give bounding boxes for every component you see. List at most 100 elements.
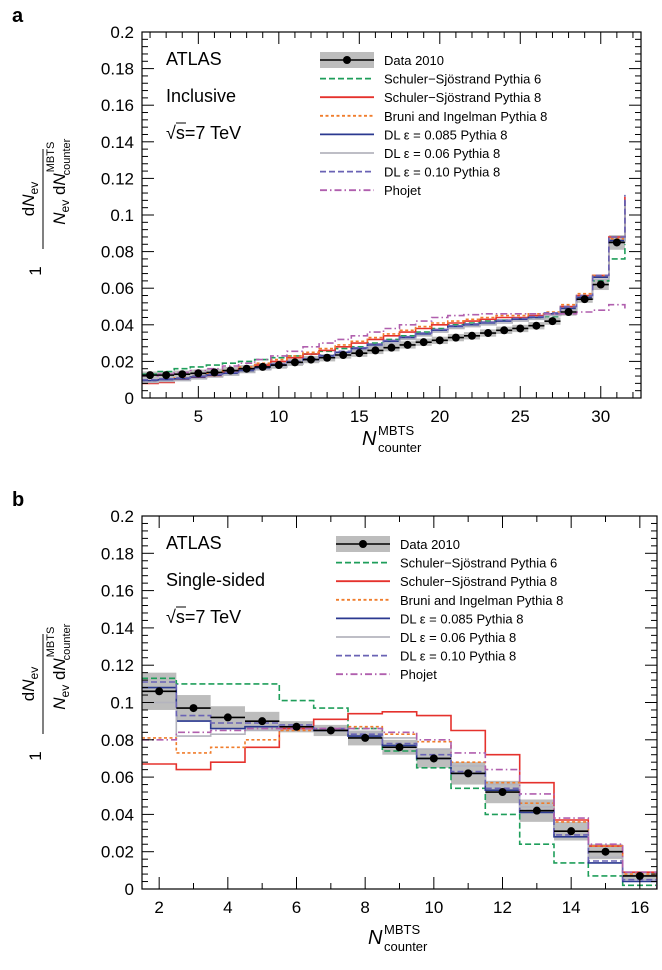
x-tick-label: 15 xyxy=(350,407,369,426)
annotation-experiment: ATLAS xyxy=(166,49,222,69)
y-tick-label: 0 xyxy=(125,880,134,899)
mc-series-line-5 xyxy=(142,701,657,889)
y-den-N1: N xyxy=(50,212,69,225)
data-point xyxy=(403,340,412,349)
legend-data-marker xyxy=(359,540,367,548)
data-point xyxy=(464,769,473,778)
data-point xyxy=(612,238,621,247)
x-tick-label: 16 xyxy=(630,898,649,917)
y-num-sub: ev xyxy=(27,182,41,195)
data-point xyxy=(419,338,428,347)
y-den-d: d xyxy=(50,671,69,685)
y-tick-label: 0.14 xyxy=(101,619,134,638)
mc-series-line-3 xyxy=(142,725,657,889)
y-tick-label: 0.08 xyxy=(101,243,134,262)
chart-panel-a: a 0 0.02 0.04 0.06 0.08 0.1 0.12 0.14 0.16 0.18 0.2… xyxy=(12,5,642,455)
mc-series-line-7 xyxy=(142,303,626,377)
y-den-sub1: ev xyxy=(58,685,72,698)
y-tick-label: 0.04 xyxy=(101,316,134,335)
mc-series-line-6 xyxy=(142,194,626,381)
y-num-N: N xyxy=(19,679,38,692)
data-point xyxy=(323,353,332,362)
data-point xyxy=(532,806,541,815)
data-point xyxy=(548,317,557,326)
data-point xyxy=(194,369,203,378)
x-label-sup: MBTS xyxy=(384,922,420,937)
y-den-N2: N xyxy=(50,173,69,186)
data-point xyxy=(435,336,444,345)
data-point xyxy=(564,307,573,316)
x-tick-label: 12 xyxy=(493,898,512,917)
legend-label: Phojet xyxy=(400,667,437,682)
data-point xyxy=(635,871,644,880)
legend-label: DL ε = 0.06 Pythia 8 xyxy=(384,146,500,161)
y-label-numerator: dNev xyxy=(19,667,41,701)
x-label-N: N xyxy=(362,428,377,450)
data-point xyxy=(567,827,576,836)
x-tick-label: 2 xyxy=(154,898,163,917)
x-tick-label: 20 xyxy=(430,407,449,426)
data-point xyxy=(467,331,476,340)
y-label-one: 1 xyxy=(26,751,45,760)
data-point xyxy=(500,326,509,335)
y-label-one: 1 xyxy=(26,266,45,275)
y-den-sub: counter xyxy=(61,138,73,175)
data-point xyxy=(242,364,251,373)
data-point xyxy=(326,726,335,735)
legend-data-marker xyxy=(343,56,351,64)
data-point xyxy=(339,350,348,359)
y-label-numerator: dNev xyxy=(19,182,41,216)
x-tick-label: 25 xyxy=(511,407,530,426)
panel-letter: a xyxy=(12,5,24,27)
x-label-sub: counter xyxy=(384,939,428,954)
annotation-energy: √s=7 TeV xyxy=(166,123,241,143)
y-den-sub: counter xyxy=(61,623,73,660)
y-tick-label: 0.08 xyxy=(101,731,134,750)
data-point xyxy=(516,324,525,333)
data-point xyxy=(178,370,187,379)
y-tick-label: 0.12 xyxy=(101,169,134,188)
y-tick-label: 0.18 xyxy=(101,60,134,79)
y-tick-label: 0.02 xyxy=(101,843,134,862)
legend-label: Data 2010 xyxy=(400,537,460,552)
y-tick-label: 0.2 xyxy=(110,507,134,526)
annotation-selection: Inclusive xyxy=(166,86,236,106)
x-tick-label: 10 xyxy=(269,407,288,426)
legend-label: DL ε = 0.085 Pythia 8 xyxy=(384,127,507,142)
data-point xyxy=(226,366,235,375)
x-label-sup: MBTS xyxy=(378,423,414,438)
legend-label: Schuler−Sjöstrand Pythia 8 xyxy=(400,574,557,589)
data-point xyxy=(429,754,438,763)
y-num-d: d xyxy=(19,207,38,216)
y-label-one-digit: 1 xyxy=(26,266,45,275)
legend-label: DL ε = 0.06 Pythia 8 xyxy=(400,630,516,645)
data-point xyxy=(290,358,299,367)
x-tick-label: 5 xyxy=(194,407,203,426)
annotation-experiment: ATLAS xyxy=(166,533,222,553)
mc-series-line-3 xyxy=(142,204,626,382)
x-tick-label: 8 xyxy=(360,898,369,917)
data-point xyxy=(395,743,404,752)
data-point xyxy=(498,788,507,797)
y-num-N: N xyxy=(19,194,38,207)
data-point xyxy=(451,333,460,342)
data-point xyxy=(155,687,164,696)
y-num-d: d xyxy=(19,692,38,701)
y-label-denominator: Nev dN xyxy=(50,658,72,710)
x-label-N: N xyxy=(368,927,383,949)
mc-series-line-2 xyxy=(142,711,657,889)
y-tick-label: 0.14 xyxy=(101,133,134,152)
legend-label: DL ε = 0.10 Pythia 8 xyxy=(384,165,500,180)
data-point xyxy=(258,362,267,371)
y-num-sub: ev xyxy=(27,667,41,680)
y-tick-label: 0.16 xyxy=(101,96,134,115)
x-tick-label: 10 xyxy=(424,898,443,917)
data-point xyxy=(580,295,589,304)
x-tick-label: 4 xyxy=(223,898,232,917)
x-tick-label: 14 xyxy=(562,898,581,917)
y-tick-label: 0.1 xyxy=(110,206,134,225)
legend-label: Data 2010 xyxy=(384,53,444,68)
